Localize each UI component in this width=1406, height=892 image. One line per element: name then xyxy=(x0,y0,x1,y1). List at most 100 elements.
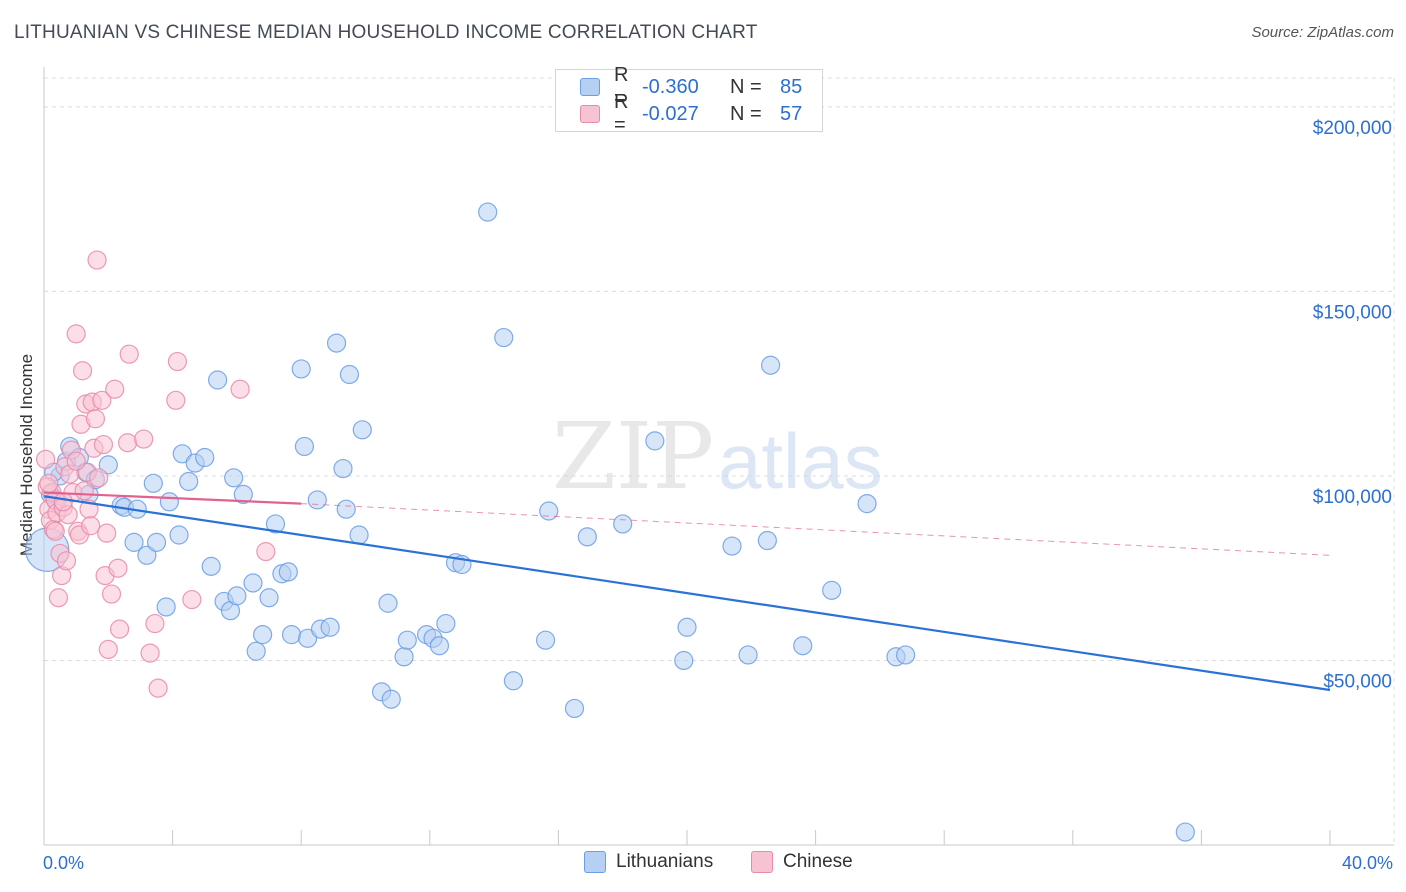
chinese-point xyxy=(167,351,188,372)
lithuanian-point xyxy=(333,458,353,479)
chinese-point xyxy=(119,344,139,364)
lithuanian-point xyxy=(757,530,777,551)
lithuanian-point xyxy=(320,617,340,637)
lithuanian-point xyxy=(645,431,665,451)
lithuanian-point xyxy=(143,473,163,493)
lithuanian-point xyxy=(677,617,697,637)
lithuanian-point xyxy=(397,630,417,650)
chinese-point xyxy=(97,523,117,543)
lithuanian-point xyxy=(227,586,247,606)
legend-row-lithuanians: R = -0.360 N = 85 xyxy=(580,64,803,109)
lithuanian-point xyxy=(259,588,279,608)
watermark-atlas: atlas xyxy=(718,417,883,505)
lithuanian-point xyxy=(179,471,199,492)
chinese-trend-extension xyxy=(301,503,1331,556)
y-tick-label: $150,000 xyxy=(1313,302,1392,323)
x-axis-min-label: 0.0% xyxy=(43,853,85,873)
chinese-point xyxy=(74,481,94,501)
lithuanian-point xyxy=(336,499,356,519)
lithuanian-point xyxy=(233,484,253,505)
lithuanian-point xyxy=(265,514,286,534)
lithuanian-point xyxy=(307,490,327,510)
lithuanian-point xyxy=(394,647,414,667)
chinese-point xyxy=(72,361,93,381)
chinese-point xyxy=(105,379,125,399)
lithuanian-point xyxy=(172,444,192,464)
legend-label: Chinese xyxy=(783,851,853,872)
chinese-point xyxy=(145,613,165,634)
chinese-point xyxy=(56,551,77,571)
lithuanian-point xyxy=(722,536,742,556)
chinese-swatch xyxy=(580,105,600,123)
y-tick-labels: $50,000 $100,000 $150,000 $200,000 xyxy=(1313,118,1392,693)
lithuanians-legend-swatch xyxy=(584,851,606,873)
lithuanians-trend-line xyxy=(43,495,1331,692)
lithuanian-point xyxy=(298,628,318,648)
points-layer xyxy=(25,202,1195,842)
lithuanian-point xyxy=(294,436,315,457)
chinese-point xyxy=(66,324,86,344)
chinese-point xyxy=(256,542,276,562)
lithuanian-point xyxy=(378,593,398,613)
watermark-zip: ZIP xyxy=(552,403,714,510)
lithuanian-point xyxy=(503,671,523,691)
chinese-point xyxy=(92,390,112,410)
legend-item-chinese[interactable]: Chinese xyxy=(751,851,853,873)
lithuanian-point xyxy=(674,650,694,671)
chinese-point xyxy=(93,434,114,455)
lithuanian-point xyxy=(253,625,273,645)
r-label: R = xyxy=(614,64,629,109)
n-label: N = xyxy=(730,102,762,125)
lithuanian-point xyxy=(159,492,179,512)
n-value: 85 xyxy=(780,75,803,98)
r-label: R = xyxy=(614,91,629,136)
n-label: N = xyxy=(730,75,762,98)
lithuanian-point xyxy=(822,580,842,600)
zipatlas-watermark: ZIP atlas xyxy=(552,403,883,510)
legend-row-chinese: R = -0.027 N = 57 xyxy=(580,91,803,136)
chinese-point xyxy=(117,433,138,453)
y-tick-label: $200,000 xyxy=(1313,118,1392,139)
r-value: -0.360 xyxy=(642,75,699,98)
chinese-point xyxy=(182,589,202,610)
chinese-point xyxy=(98,639,118,660)
legend-label: Lithuanians xyxy=(616,851,714,872)
chinese-point xyxy=(134,429,154,449)
lithuanian-point xyxy=(281,625,302,645)
lithuanian-point xyxy=(535,630,556,650)
lithuanian-point xyxy=(494,327,514,348)
lithuanian-point xyxy=(760,355,781,375)
lithuanian-point xyxy=(137,545,157,565)
lithuanian-point xyxy=(208,370,228,390)
lithuanian-point xyxy=(243,573,263,593)
chinese-point xyxy=(36,449,56,469)
chinese-legend-swatch xyxy=(751,851,773,873)
chinese-point xyxy=(53,492,73,512)
chinese-point xyxy=(148,678,168,698)
chinese-point xyxy=(66,451,86,471)
lithuanian-point xyxy=(224,468,244,488)
n-value: 57 xyxy=(780,102,803,125)
chinese-point xyxy=(108,558,128,578)
lithuanian-point xyxy=(352,420,372,440)
chinese-point xyxy=(89,468,109,488)
lithuanian-point xyxy=(156,597,176,617)
lithuanian-point xyxy=(613,514,633,534)
lithuanian-point xyxy=(349,525,369,545)
lithuanian-point xyxy=(326,333,347,353)
r-value: -0.027 xyxy=(642,102,699,125)
lithuanians-swatch xyxy=(580,78,600,96)
lithuanian-point xyxy=(146,532,167,552)
chinese-point xyxy=(45,521,65,541)
lithuanian-point xyxy=(857,494,877,514)
chinese-point xyxy=(230,379,250,399)
lithuanian-point xyxy=(278,562,298,582)
source-credit: Source: ZipAtlas.com xyxy=(1251,24,1394,41)
lithuanian-point xyxy=(539,501,559,521)
legend-item-lithuanians[interactable]: Lithuanians xyxy=(584,851,713,873)
lithuanian-point xyxy=(291,359,311,379)
chinese-trend-line xyxy=(43,491,302,505)
lithuanian-point xyxy=(98,455,118,475)
lithuanian-point xyxy=(246,641,266,661)
